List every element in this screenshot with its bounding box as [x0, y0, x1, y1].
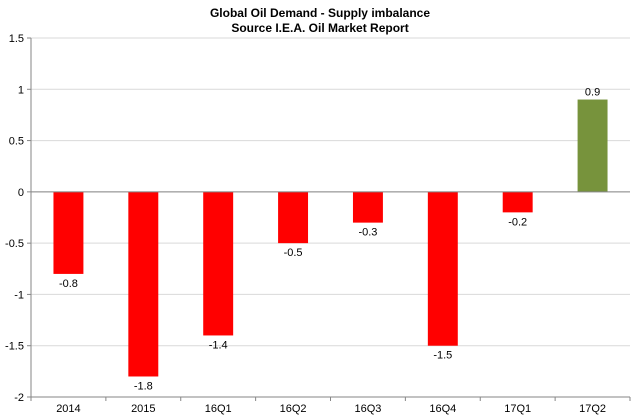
- x-tick-label: 16Q1: [205, 403, 232, 415]
- axes: [27, 37, 631, 401]
- bar-17Q1: [502, 191, 533, 213]
- x-tick-label: 16Q3: [354, 403, 381, 415]
- bar-16Q3: [352, 191, 383, 223]
- gridlines: [31, 37, 630, 398]
- y-tick-label: 1: [18, 84, 24, 96]
- chart-subtitle: Source I.E.A. Oil Market Report: [231, 21, 409, 35]
- data-label-16Q1: -1.4: [209, 339, 228, 351]
- x-tick-label: 17Q1: [504, 403, 531, 415]
- data-label-17Q2: 0.9: [585, 87, 600, 99]
- x-tick-label: 16Q2: [280, 403, 307, 415]
- y-tick-label: -2: [14, 392, 24, 404]
- x-tick-label: 2015: [131, 403, 155, 415]
- y-tick-label: 0: [18, 187, 24, 199]
- x-tick-label: 17Q2: [579, 403, 606, 415]
- data-label-2014: -0.8: [59, 278, 78, 290]
- bars: [53, 99, 608, 377]
- data-label-16Q3: -0.3: [358, 227, 377, 239]
- y-tick-label: -1.5: [5, 341, 24, 353]
- data-labels: -0.8 -1.8 -1.4 -0.5 -0.3 -1.5 -0.2 0.9: [59, 87, 600, 393]
- x-tick-labels: 2014 2015 16Q1 16Q2 16Q3 16Q4 17Q1 17Q2: [56, 403, 606, 415]
- x-tick-label: 16Q4: [429, 403, 456, 415]
- data-label-16Q4: -1.5: [433, 350, 452, 362]
- y-tick-labels: 1.5 1 0.5 0 -0.5 -1 -1.5 -2: [5, 33, 24, 404]
- y-tick-label: -0.5: [5, 238, 24, 250]
- y-tick-label: -1: [14, 289, 24, 301]
- data-label-2015: -1.8: [134, 380, 153, 392]
- bar-16Q1: [203, 191, 234, 336]
- x-tick-label: 2014: [56, 403, 80, 415]
- data-label-16Q2: -0.5: [284, 247, 303, 259]
- data-label-17Q1: -0.2: [508, 216, 527, 228]
- chart-title: Global Oil Demand - Supply imbalance: [209, 6, 431, 20]
- bar-16Q4: [427, 191, 458, 346]
- bar-2015: [128, 191, 159, 377]
- bar-16Q2: [278, 191, 309, 244]
- y-tick-label: 1.5: [9, 33, 24, 45]
- bar-17Q2: [577, 99, 608, 192]
- bar-2014: [53, 191, 84, 274]
- y-tick-label: 0.5: [9, 136, 24, 148]
